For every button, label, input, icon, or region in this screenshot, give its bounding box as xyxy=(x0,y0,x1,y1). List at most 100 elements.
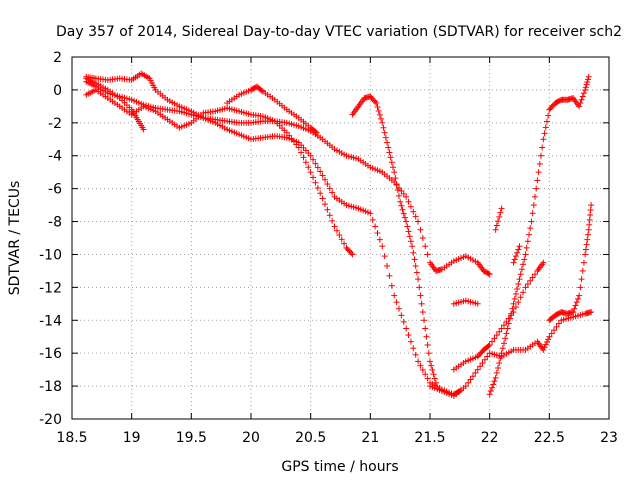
data-point xyxy=(576,292,583,299)
data-point xyxy=(392,175,399,182)
y-tick-label: 2 xyxy=(53,50,62,66)
data-point xyxy=(331,223,338,230)
data-point xyxy=(326,185,333,192)
data-point xyxy=(430,371,437,378)
y-tick-label: -10 xyxy=(39,247,62,263)
data-point xyxy=(415,358,422,365)
data-point xyxy=(314,164,321,171)
data-point xyxy=(582,251,589,258)
data-point xyxy=(505,320,512,327)
data-point xyxy=(490,381,497,388)
data-point xyxy=(542,341,549,348)
data-point xyxy=(403,218,410,225)
data-point xyxy=(310,156,317,163)
data-point xyxy=(412,351,419,358)
data-point xyxy=(372,98,379,105)
series-satellite-i xyxy=(450,259,547,373)
data-point xyxy=(497,355,504,362)
data-point xyxy=(302,159,309,166)
data-point xyxy=(570,309,577,316)
series-satellite-b xyxy=(83,78,493,278)
data-point xyxy=(417,292,424,299)
data-point xyxy=(378,115,385,122)
data-point xyxy=(540,136,547,143)
data-point xyxy=(405,332,412,339)
data-point xyxy=(504,325,511,332)
x-tick-label: 23 xyxy=(600,430,618,446)
grid xyxy=(72,57,609,419)
data-point xyxy=(397,198,404,205)
series-satellite-j xyxy=(486,73,592,398)
data-point xyxy=(477,363,484,370)
data-point xyxy=(333,227,340,234)
data-point xyxy=(510,300,517,307)
series-satellite-f xyxy=(349,93,439,386)
data-point xyxy=(582,84,589,91)
data-point xyxy=(386,149,393,156)
data-point xyxy=(522,251,529,258)
data-point xyxy=(503,330,510,337)
data-point xyxy=(456,388,463,395)
x-tick-label: 18.5 xyxy=(56,430,87,446)
data-point xyxy=(405,228,412,235)
y-axis: 2 0 -2 -4 -6 -8 -10 -12 -14 -16 -18 -20 xyxy=(39,50,609,428)
data-point xyxy=(349,251,356,258)
data-point xyxy=(417,362,424,369)
data-point xyxy=(419,235,426,241)
data-point xyxy=(469,373,476,380)
data-point xyxy=(258,87,265,94)
data-point xyxy=(298,149,305,156)
data-point xyxy=(527,225,534,232)
data-point xyxy=(324,206,331,213)
data-point xyxy=(540,346,547,353)
data-point xyxy=(424,251,431,258)
data-point xyxy=(508,310,515,317)
data-point xyxy=(546,333,553,340)
data-point xyxy=(384,262,391,269)
data-point xyxy=(545,336,552,343)
data-point xyxy=(518,266,525,273)
data-point xyxy=(489,384,496,391)
x-axis: 18.5 19 19.5 20 20.5 21 21.5 22 22.5 23 xyxy=(56,57,618,446)
data-point xyxy=(418,300,425,307)
data-point xyxy=(317,168,324,175)
data-point xyxy=(391,169,398,176)
data-point xyxy=(515,299,522,306)
data-point xyxy=(580,90,587,97)
data-point xyxy=(511,295,518,302)
data-point xyxy=(516,243,523,250)
data-point xyxy=(491,335,498,342)
data-point xyxy=(527,277,534,284)
data-point xyxy=(381,129,388,136)
y-tick-label: -16 xyxy=(39,346,62,362)
data-point xyxy=(522,284,529,291)
data-point xyxy=(412,213,419,220)
data-point xyxy=(409,243,416,250)
data-point xyxy=(305,164,312,171)
data-point xyxy=(506,315,513,322)
series-satellite-h xyxy=(450,297,481,307)
y-tick-label: -6 xyxy=(48,182,62,198)
series-satellite-g xyxy=(427,309,595,399)
data-point xyxy=(588,309,595,316)
data-point xyxy=(417,226,424,233)
data-point xyxy=(374,104,381,111)
data-point xyxy=(530,202,537,209)
data-point xyxy=(535,169,542,176)
data-point xyxy=(517,271,524,278)
data-point xyxy=(529,274,536,281)
data-point xyxy=(514,286,521,293)
data-point xyxy=(512,290,519,297)
data-point xyxy=(582,86,589,93)
data-point xyxy=(421,317,428,324)
data-point xyxy=(498,350,505,357)
data-point xyxy=(427,358,433,365)
data-point xyxy=(385,144,392,151)
data-point xyxy=(495,364,502,371)
data-point xyxy=(405,198,412,205)
data-point xyxy=(398,202,405,209)
series-satellite-k xyxy=(546,202,595,324)
data-point xyxy=(492,374,499,381)
y-tick-label: -18 xyxy=(39,379,62,395)
data-point xyxy=(571,305,578,312)
